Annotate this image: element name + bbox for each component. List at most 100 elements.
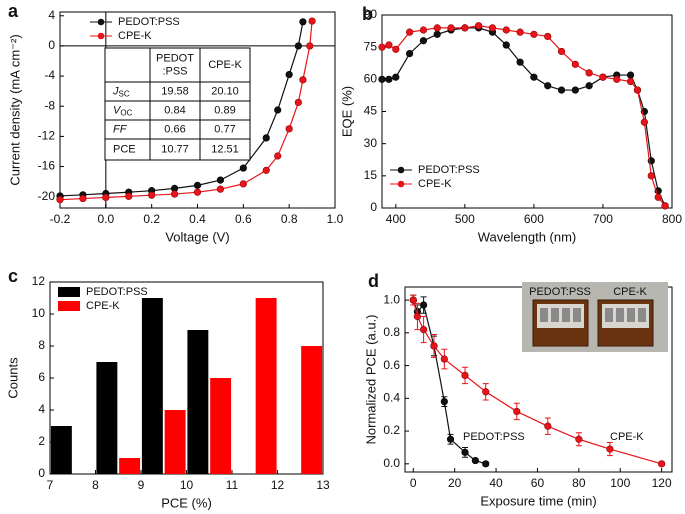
data-point [658,460,666,468]
bar [141,298,163,474]
y-tick-label: 0 [370,200,377,214]
data-point [440,355,448,363]
legend-label: PEDOT:PSS [118,16,180,28]
legend-marker [97,18,105,26]
x-tick-label: 13 [316,478,330,492]
y-tick-label: 12 [32,274,46,288]
data-point [585,69,593,77]
data-point [406,28,414,36]
x-tick-label: 20 [448,476,462,490]
device-pixel [551,308,559,322]
bar [119,458,141,474]
x-tick-label: 60 [531,476,545,490]
bar [187,330,209,474]
data-point [262,166,270,174]
x-tick-label: 0 [410,476,417,490]
y-tick-label: 45 [364,104,378,118]
data-point [274,106,282,114]
x-tick-label: 100 [610,476,630,490]
data-point [274,152,282,160]
data-point [571,60,579,68]
data-point [544,422,552,430]
legend-swatch [58,287,80,297]
y-tick-label: -12 [38,129,56,143]
y-tick-label: 0.4 [383,390,400,404]
data-point [502,41,510,49]
legend-label: CPE-K [118,30,152,42]
data-point [406,49,414,58]
y-tick-label: 90 [364,7,378,21]
data-point [308,17,316,25]
data-point [513,407,521,416]
data-point [102,193,110,202]
data-point [544,32,552,41]
data-point [488,24,497,32]
data-point [392,73,400,81]
x-axis-label: Wavelength (nm) [478,229,577,244]
y-axis-label: Current density (mA cm⁻²) [7,34,22,185]
table-cell: 12.51 [211,143,239,155]
x-tick-label: 0.6 [235,212,252,226]
data-point [557,86,566,94]
y-tick-label: 4 [38,402,45,416]
data-point [433,24,441,32]
data-point [440,398,448,406]
x-tick-label: 10 [180,478,194,492]
y-tick-label: 75 [364,39,378,53]
table-row-label: VOC [113,104,133,117]
device-pixel [562,308,570,322]
panel-label: d [368,271,379,291]
data-point [640,118,648,126]
y-tick-label: -20 [38,189,56,203]
data-point [461,24,469,32]
panel-label: c [8,266,18,286]
device-pixel [616,308,624,322]
data-point [56,196,64,204]
panel-label: a [8,1,19,21]
data-point [471,456,479,465]
data-point [585,82,593,90]
data-point [392,45,400,53]
y-tick-label: 1.0 [383,292,400,306]
data-point [661,202,669,210]
legend-label: PEDOT:PSS [418,164,480,176]
series-line [59,21,304,197]
legend-marker [397,180,405,188]
data-point [420,301,428,309]
data-point [599,73,607,81]
data-point [433,30,441,38]
series-line [59,20,313,201]
x-axis-label: PCE (%) [161,495,212,510]
data-point [516,58,524,66]
data-point [239,180,247,188]
x-tick-label: 11 [226,478,239,492]
y-tick-label: 0.0 [383,456,400,470]
data-point [446,435,455,443]
data-point [530,30,538,38]
y-tick-label: 2 [38,434,45,448]
legend-label: PEDOT:PSS [86,286,148,298]
data-point [419,26,428,34]
legend-marker [397,166,405,174]
y-axis-label: Normalized PCE (a.u.) [363,314,378,444]
bar [96,362,118,474]
table-header: CPE-K [208,59,242,71]
bar [50,426,72,474]
x-tick-label: 0.0 [97,212,114,226]
table-cell: 0.66 [164,123,185,135]
data-point [148,191,156,199]
data-point [285,125,293,133]
legend-label: CPE-K [86,300,120,312]
table-frame [104,47,251,161]
y-tick-label: 10 [32,306,46,320]
data-point [193,188,202,196]
data-point [299,76,307,84]
table-cell: 0.84 [164,104,185,116]
table-cell: 20.10 [211,85,239,97]
x-tick-label: 12 [271,478,285,492]
y-tick-label: 15 [364,168,378,182]
data-point [419,37,428,45]
data-point [633,86,642,94]
data-point [502,26,510,34]
data-point [626,77,635,86]
